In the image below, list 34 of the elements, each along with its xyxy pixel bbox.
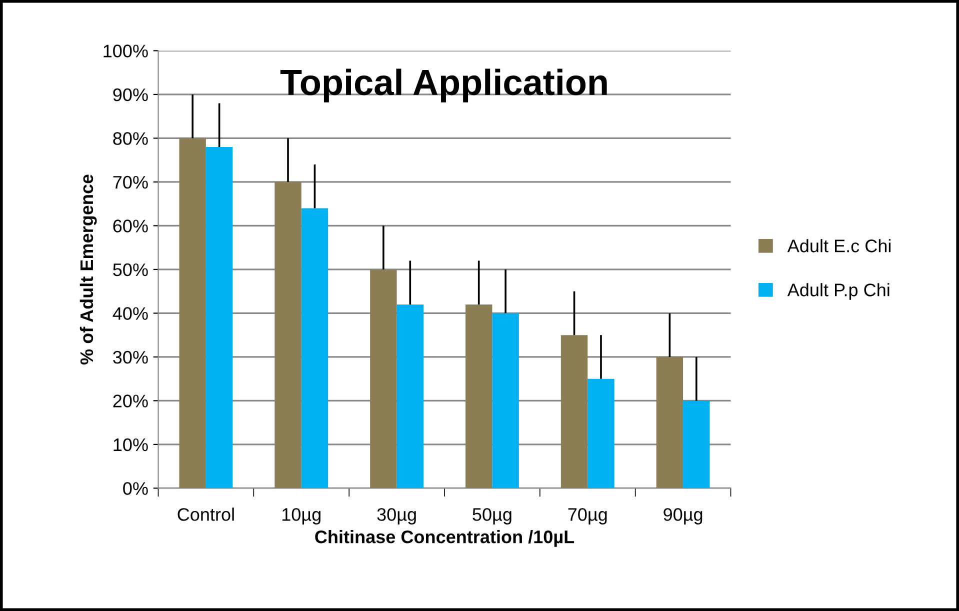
- y-tick-label: 80%: [113, 132, 148, 145]
- y-tick-label: 50%: [113, 263, 148, 276]
- y-tick-label: 40%: [112, 307, 148, 320]
- y-tick-label: 70%: [113, 176, 148, 189]
- bar: [588, 378, 614, 488]
- y-tick-label: 10%: [114, 438, 148, 452]
- y-axis-title: % of Adult Emergence: [80, 174, 97, 364]
- legend-label: Adult E.c Chi: [787, 239, 890, 252]
- bar: [683, 400, 710, 488]
- bar: [560, 335, 588, 488]
- bar: [492, 313, 519, 488]
- x-tick-label: 70µg: [568, 508, 607, 524]
- x-tick-label: 50µg: [472, 508, 512, 524]
- y-tick-label: 60%: [113, 220, 148, 232]
- y-tick-label: 30%: [113, 350, 148, 364]
- x-tick-label: 90µg: [664, 508, 702, 524]
- chart-title: Topical Application: [280, 68, 607, 102]
- y-tick-label: 0%: [123, 482, 148, 495]
- bar: [274, 182, 302, 488]
- bar: [656, 356, 684, 488]
- bar: [301, 208, 328, 488]
- x-tick-label: 10µg: [282, 508, 320, 524]
- bar: [206, 146, 233, 488]
- y-tick-label: 90%: [113, 88, 148, 102]
- x-axis-title: Chitinase Concentration /10µL: [315, 530, 574, 547]
- y-tick-label: 20%: [113, 394, 148, 408]
- bar: [179, 138, 206, 488]
- x-tick-label: 30µg: [377, 508, 416, 524]
- y-tick-label: 100%: [104, 44, 148, 58]
- bar: [396, 304, 424, 488]
- legend-label: Adult P.p Chi: [787, 283, 890, 300]
- bar: [370, 269, 397, 488]
- bar: [465, 304, 492, 488]
- x-tick-label: Control: [178, 508, 234, 521]
